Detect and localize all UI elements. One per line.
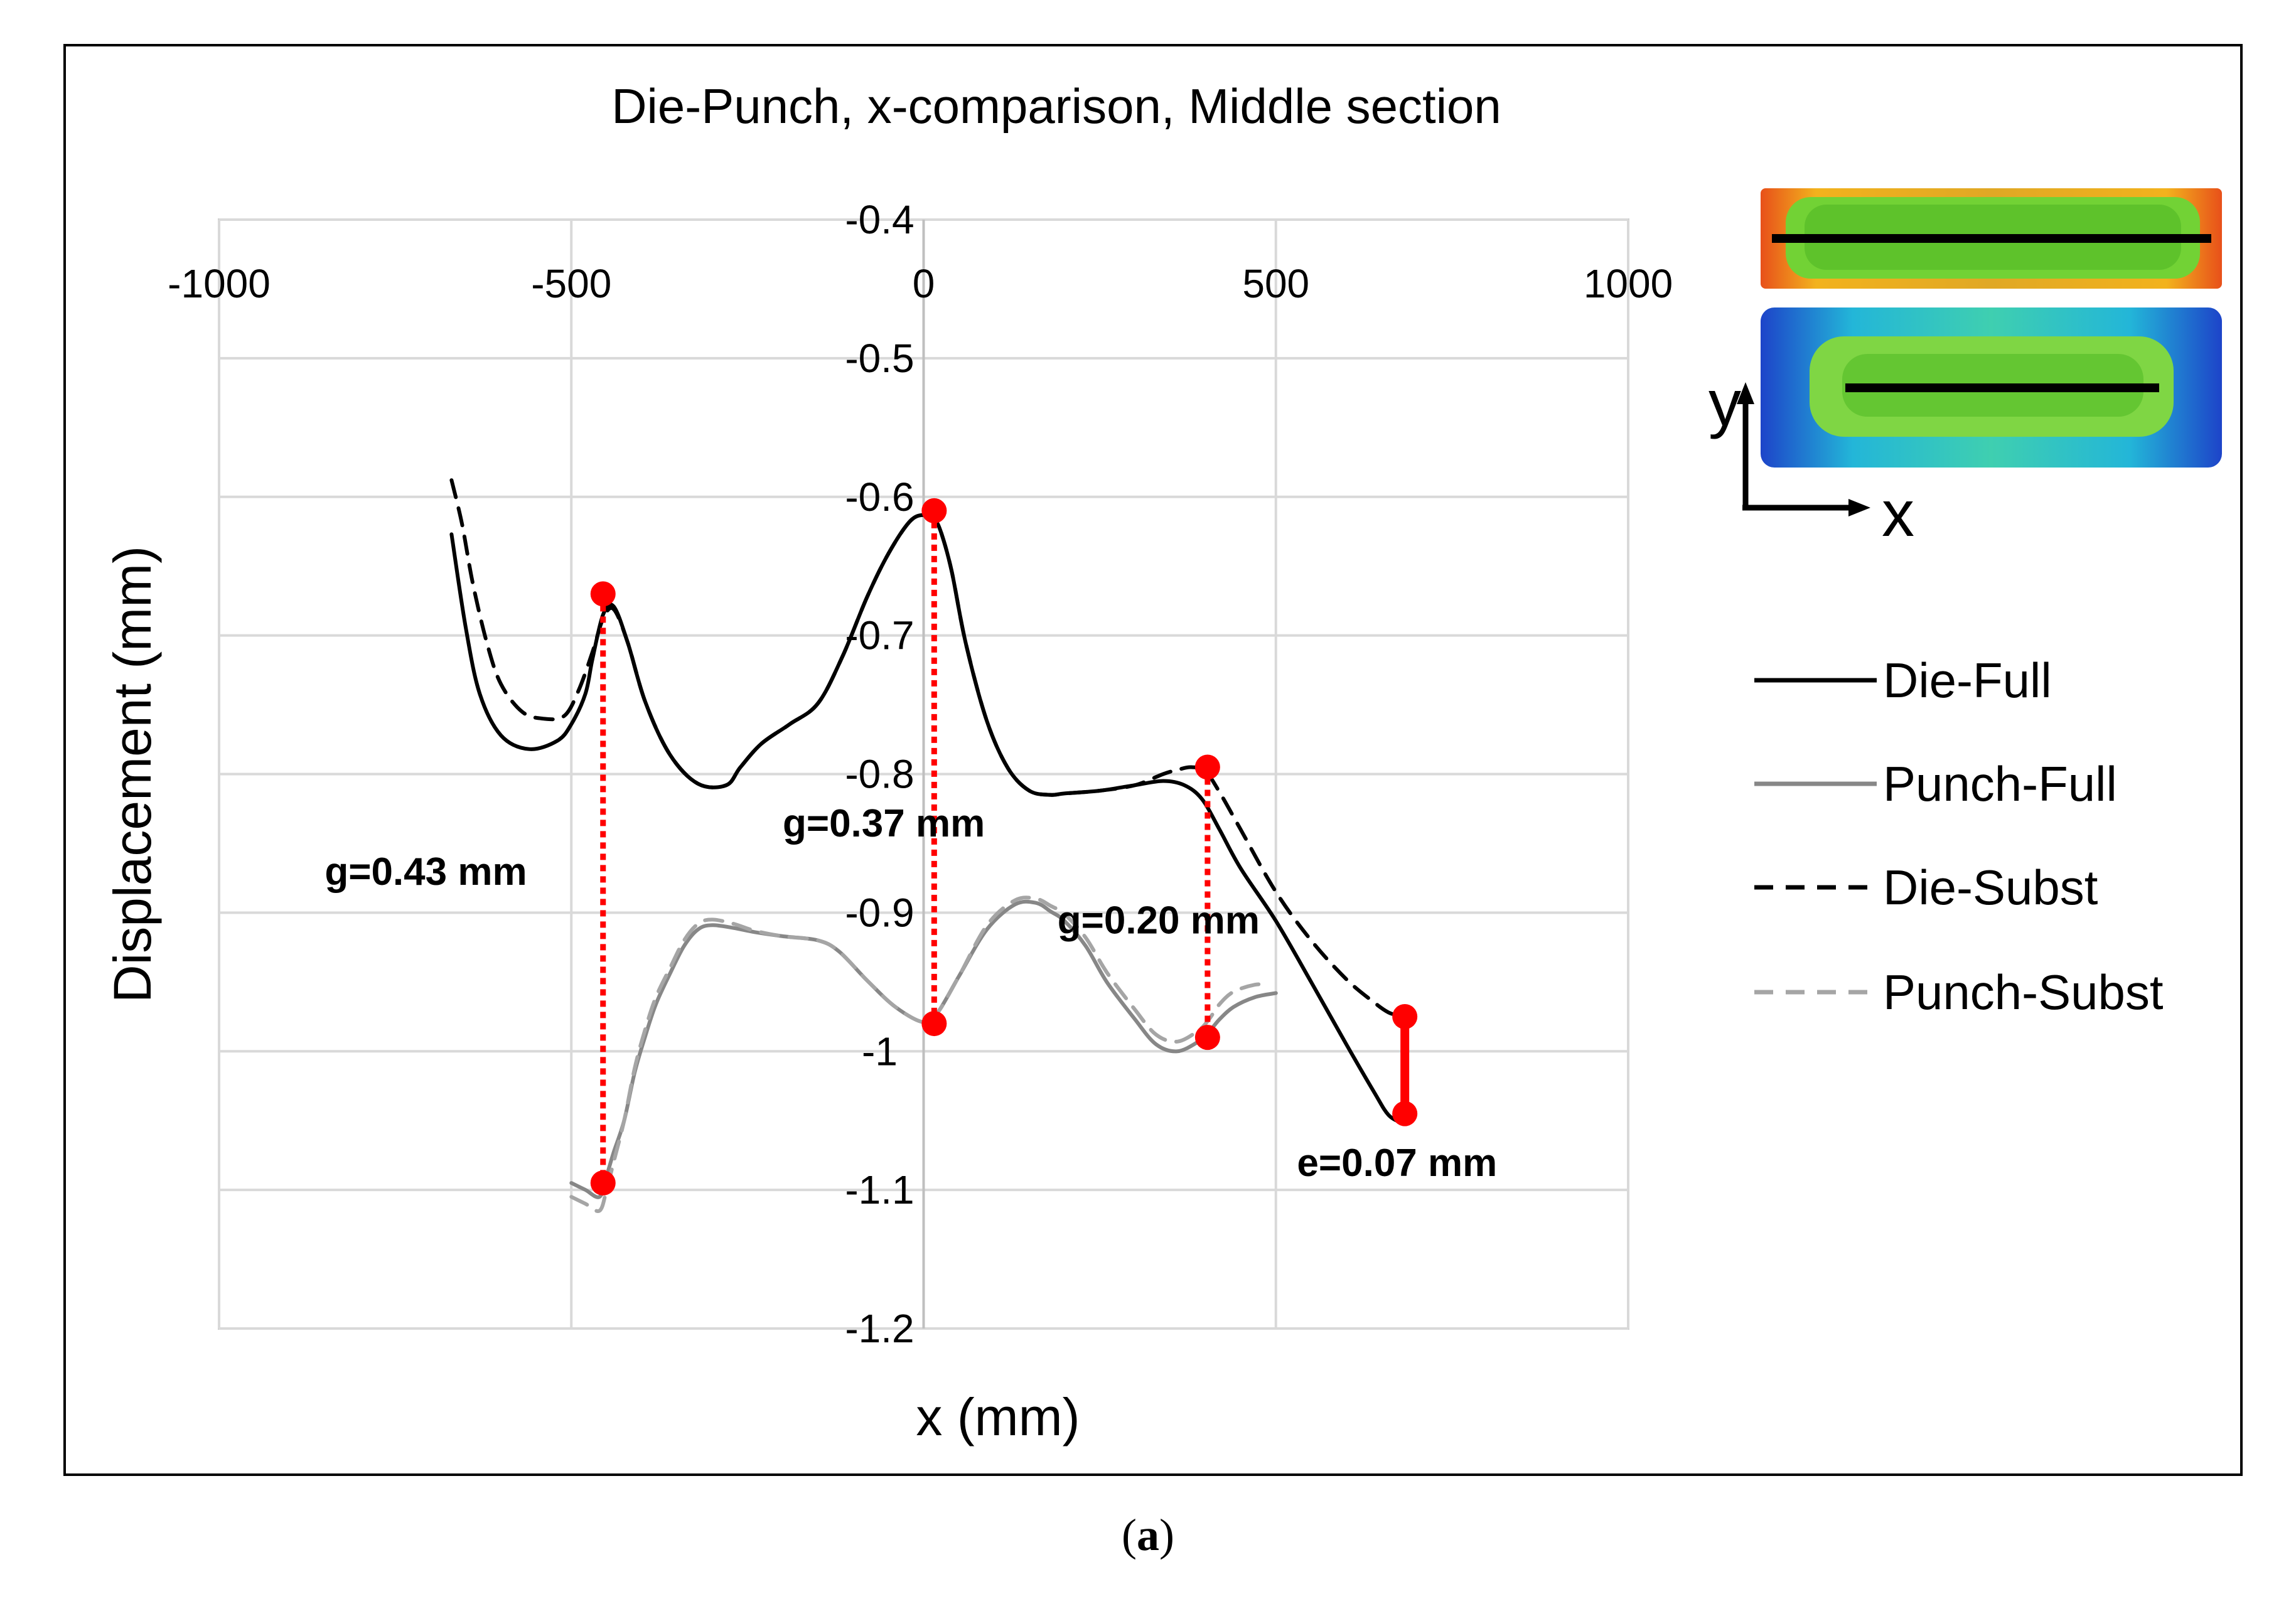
y-tick-label: -0.8 [845, 752, 914, 797]
gap-marker-top [921, 498, 947, 523]
legend: Die-Full Punch-Full Die-Subst Punch-Subst [1754, 653, 2164, 1020]
y-tick-label: -0.9 [845, 890, 914, 935]
caption-close-paren: ) [1159, 1510, 1174, 1560]
legend-label: Punch-Subst [1883, 965, 2164, 1020]
gap-marker-top [590, 581, 616, 607]
inset-x-label: x [1882, 478, 1914, 550]
inset-contour-images: y x [1709, 188, 2222, 550]
y-tick-label: -0.5 [845, 336, 914, 381]
y-tick-label: -1 [862, 1029, 898, 1074]
y-tick-label: -0.6 [845, 474, 914, 520]
caption-letter: a [1137, 1510, 1159, 1560]
gap-marker-bottom [1392, 1101, 1418, 1126]
y-tick-label: -1.1 [845, 1167, 914, 1212]
gap-marker-bottom [921, 1011, 947, 1037]
x-tick-labels: -1000 -500 0 500 1000 [168, 261, 1673, 306]
y-tick-label: -1.2 [845, 1306, 914, 1351]
die-contour-image [1761, 188, 2222, 289]
y-tick-label: -0.4 [845, 197, 914, 242]
annotation-label: e=0.07 mm [1297, 1142, 1497, 1185]
y-tick-labels: -0.4 -0.5 -0.6 -0.7 -0.8 -0.9 -1 -1.1 -1.2 [845, 197, 914, 1351]
inset-y-label: y [1709, 367, 1741, 440]
x-tick-label: -1000 [168, 261, 271, 306]
figure-frame: Die-Punch, x-comparison, Middle section … [63, 44, 2243, 1476]
x-tick-label: 0 [913, 261, 935, 306]
annotations: g=0.43 mm g=0.37 mm g=0.20 mm e=0.07 mm [325, 498, 1497, 1196]
y-tick-label: -0.7 [845, 613, 914, 658]
annotation-label: g=0.43 mm [325, 850, 527, 894]
axis-arrows-icon [1737, 382, 1870, 516]
punch-contour-image [1761, 307, 2222, 468]
x-tick-label: -500 [531, 261, 611, 306]
figure-caption: (a) [0, 1509, 2296, 1561]
chart-title: Die-Punch, x-comparison, Middle section [611, 78, 1501, 134]
x-tick-label: 500 [1242, 261, 1309, 306]
x-tick-label: 1000 [1584, 261, 1673, 306]
gap-marker-top [1392, 1004, 1418, 1030]
gap-marker-bottom [590, 1170, 616, 1196]
legend-label: Die-Full [1883, 653, 2052, 708]
x-axis-label: x (mm) [916, 1387, 1080, 1446]
annotation-label: g=0.20 mm [1058, 899, 1260, 943]
annotation-label: g=0.37 mm [783, 802, 985, 845]
caption-open-paren: ( [1122, 1510, 1137, 1560]
chart: Die-Punch, x-comparison, Middle section … [103, 78, 2222, 1446]
legend-label: Die-Subst [1883, 860, 2098, 915]
series-line-punch-subst [569, 896, 1271, 1213]
legend-label: Punch-Full [1883, 756, 2117, 811]
gap-marker-top [1194, 754, 1220, 780]
gap-marker-bottom [1194, 1025, 1220, 1051]
y-axis-label: Displacement (mm) [103, 546, 162, 1003]
